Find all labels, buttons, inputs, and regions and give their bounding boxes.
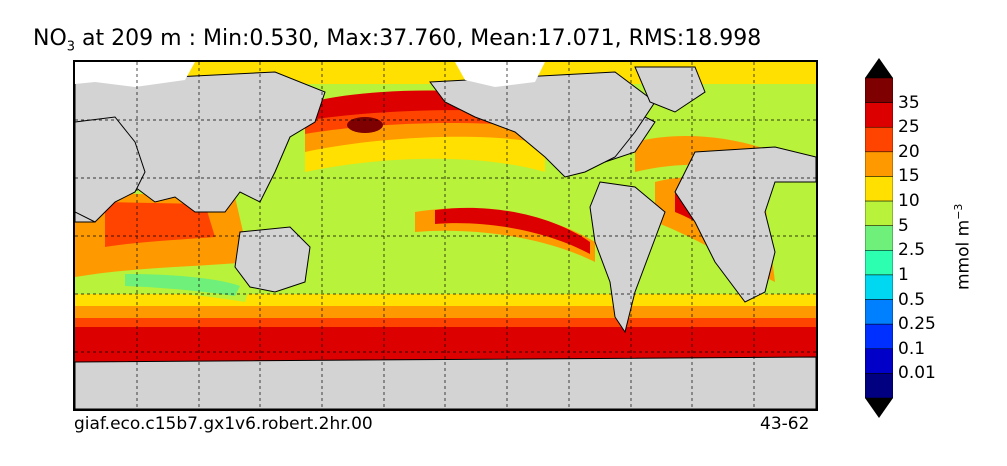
colorbar	[865, 58, 893, 418]
ice-arctic-west	[75, 62, 195, 87]
colorbar-tick-label: 0.1	[898, 338, 926, 359]
land	[75, 66, 816, 409]
land-africa-east	[75, 116, 146, 223]
n-pacific-max	[347, 117, 383, 133]
colorbar-tick-label: 1	[898, 264, 909, 285]
indian-dorange	[105, 202, 215, 247]
colorbar-tick-label: 15	[898, 166, 920, 187]
colorbar-tick-label: 0.01	[898, 363, 936, 384]
colorbar-tick-label: 35	[898, 92, 920, 113]
eq-pacific-red	[435, 207, 590, 254]
colorbar-segment	[865, 373, 893, 399]
colorbar-tick-label: 10	[898, 191, 920, 212]
land-antarctica	[75, 356, 816, 409]
colorbar-tick-label: 0.5	[898, 289, 926, 310]
ice-arctic-mid	[455, 62, 545, 87]
colorbar-tick-label: 0.25	[898, 314, 936, 335]
colorbar-segment	[865, 77, 893, 103]
colorbar-segment	[865, 299, 893, 325]
title-subscript: 3	[66, 39, 76, 55]
colorbar-segment	[865, 250, 893, 276]
land-australia	[234, 226, 311, 293]
southern-yellow-band	[75, 294, 816, 306]
years-label: 43-62	[760, 414, 810, 434]
colorbar-segment	[865, 102, 893, 128]
colorbar-segment	[865, 151, 893, 177]
indian-lgreen	[125, 274, 240, 296]
colorbar-segment	[865, 274, 893, 300]
colorbar-unit-text: mmol m	[953, 219, 974, 290]
southern-lorange-band	[75, 306, 816, 318]
land-africa	[674, 146, 816, 303]
map-svg	[75, 62, 816, 409]
colorbar-tick-label: 2.5	[898, 240, 926, 261]
colorbar-under-arrow	[865, 398, 893, 418]
colorbar-segment	[865, 348, 893, 374]
title-stats: at 209 m : Min:0.530, Max:37.760, Mean:1…	[75, 26, 762, 51]
colorbar-tick-label: 20	[898, 141, 920, 162]
run-id-label: giaf.eco.c15b7.gx1v6.robert.2hr.00	[74, 414, 373, 434]
map-title: NO3 at 209 m : Min:0.530, Max:37.760, Me…	[33, 26, 761, 54]
colorbar-segment	[865, 200, 893, 226]
colorbar-unit: mmol m−3	[952, 204, 974, 290]
graticule	[75, 62, 816, 409]
southern-orange-band	[75, 317, 816, 327]
land-south-america	[589, 181, 666, 334]
colorbar-tick-label: 25	[898, 117, 920, 138]
colorbar-segment	[865, 225, 893, 251]
land-greenland	[634, 66, 706, 113]
title-prefix: NO	[33, 26, 67, 51]
colorbar-segment	[865, 126, 893, 153]
colorbar-segment	[865, 176, 893, 202]
colorbar-unit-exp: −3	[952, 203, 965, 220]
world-map	[73, 60, 818, 411]
colorbar-over-arrow	[865, 58, 893, 78]
colorbar-segment	[865, 323, 893, 350]
colorbar-tick-label: 5	[898, 215, 909, 236]
